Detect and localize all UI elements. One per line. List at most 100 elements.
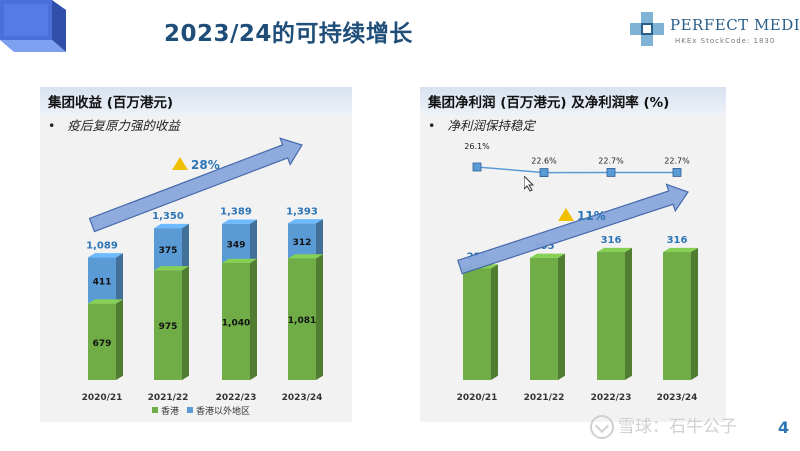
profit-panel: 集团净利润 (百万港元) 及净利润率 (%) •净利润保持稳定 2852020/… [420, 87, 726, 422]
bar-profit-2021/22 [530, 257, 558, 380]
profit-bullet: • 净利润保持稳定 [428, 118, 535, 133]
decorative-cube [0, 0, 66, 52]
data-label-hk: 1,081 [288, 316, 316, 326]
bar-profit-2020/21 [463, 268, 491, 380]
margin-label: 26.1% [464, 142, 490, 151]
page-number: 4 [778, 418, 790, 437]
growth-label: 28% [191, 158, 220, 172]
bar-hk-2020/21 [88, 303, 116, 380]
bar-non-hk-2020/21 [88, 257, 116, 304]
bar-profit-2020/21-side [491, 264, 498, 380]
data-label-non-hk: 349 [227, 240, 246, 250]
bar-non-hk-2022/23 [222, 223, 250, 263]
bar-profit-2021/22-side [558, 253, 565, 380]
legend-swatch-non-hk [187, 407, 193, 413]
bar-profit-2023/24 [663, 252, 691, 380]
profit-label: 316 [667, 235, 688, 246]
legend-label-hk: 香港 [161, 405, 179, 417]
profit-panel-title: 集团净利润 (百万港元) 及净利润率 (%) [428, 95, 670, 111]
bar-hk-2023/24 [288, 258, 316, 380]
bar-hk-2021/22-top [154, 266, 189, 271]
revenue-panel: 集团收益 (百万港元) • 疫后复原力强的收益 679 411 1,089 2020/2… [40, 87, 352, 422]
bar-profit-2023/24-side [691, 247, 698, 380]
total-label: 1,393 [286, 206, 318, 217]
margin-point [672, 168, 682, 177]
watermark-text: 雪球：石牛公子 [618, 417, 737, 437]
growth-arrow [457, 183, 689, 275]
x-tick-label: 2020/21 [457, 393, 498, 403]
data-label-hk: 679 [93, 339, 112, 349]
legend-label-non-hk: 香港以外地区 [196, 405, 250, 417]
margin-label: 22.6% [531, 157, 557, 166]
company-logo: Perfect Medical HKEx StockCode: 1830 [630, 12, 800, 54]
x-tick-label: 2023/24 [657, 393, 698, 403]
header-band [0, 0, 800, 62]
profit-label: 316 [601, 235, 622, 246]
x-tick-label: 2021/22 [148, 393, 189, 403]
bar-non-hk-2022/23-side [250, 219, 257, 263]
total-label: 1,389 [220, 207, 252, 218]
margin-label: 22.7% [664, 156, 690, 165]
total-label: 1,350 [152, 211, 184, 222]
data-label-non-hk: 411 [93, 277, 112, 287]
x-tick-label: 2022/23 [591, 393, 632, 403]
bar-non-hk-2023/24-top [288, 219, 323, 224]
bar-hk-2022/23-side [250, 258, 257, 380]
x-tick-label: 2020/21 [82, 393, 123, 403]
logo-cross-icon [630, 12, 664, 46]
bar-hk-2020/21-side [116, 299, 123, 380]
legend-swatch-hk [152, 407, 158, 413]
margin-point [606, 168, 616, 177]
watermark: 雪球：石牛公子 [590, 412, 737, 439]
growth-arrow [88, 137, 303, 233]
bar-non-hk-2022/23-top [222, 219, 257, 224]
profit-bullet-text: 净利润保持稳定 [447, 118, 535, 133]
bar-non-hk-2023/24-side [316, 219, 323, 259]
bar-non-hk-2023/24 [288, 223, 316, 259]
logo-name: Perfect Medical [670, 16, 800, 34]
up-triangle-icon [172, 157, 188, 170]
data-label-hk: 975 [159, 322, 178, 332]
bar-profit-2023/24-top [663, 247, 698, 253]
data-label-non-hk: 375 [159, 246, 178, 256]
bar-hk-2022/23-top [222, 258, 257, 263]
margin-line [476, 166, 677, 174]
revenue-bullet: • 疫后复原力强的收益 [48, 118, 180, 133]
bar-non-hk-2020/21-top [88, 253, 123, 258]
watermark-logo-icon [590, 415, 614, 439]
revenue-panel-title: 集团收益 (百万港元) [48, 95, 174, 111]
bar-non-hk-2021/22 [154, 228, 182, 271]
bar-hk-2021/22-side [182, 266, 189, 380]
revenue-bullet-text: 疫后复原力强的收益 [67, 118, 180, 133]
growth-label: 11% [577, 209, 606, 223]
margin-point [539, 168, 549, 177]
bar-profit-2021/22-top [530, 253, 565, 258]
x-tick-label: 2021/22 [524, 393, 565, 403]
data-label-non-hk: 312 [293, 238, 312, 248]
bar-hk-2023/24-side [316, 254, 323, 380]
bar-profit-2022/23-top [597, 247, 632, 253]
profit-chart: 2852020/213052021/223162022/233162023/24… [457, 142, 698, 403]
bar-hk-2022/23 [222, 263, 250, 380]
bar-non-hk-2021/22-side [182, 223, 189, 271]
x-tick-label: 2022/23 [216, 393, 257, 403]
revenue-panel-header [40, 87, 352, 115]
margin-point [472, 162, 482, 172]
data-label-hk: 1,040 [222, 319, 250, 329]
x-tick-label: 2023/24 [282, 393, 323, 403]
total-label: 1,089 [86, 240, 118, 251]
bar-non-hk-2020/21-side [116, 253, 123, 304]
profit-panel-header [420, 87, 726, 115]
bar-profit-2022/23 [597, 252, 625, 380]
bar-hk-2023/24-top [288, 254, 323, 259]
logo-stock-code: HKEx StockCode: 1830 [675, 37, 776, 45]
up-triangle-icon [558, 208, 574, 221]
revenue-chart: 679 411 1,089 2020/21 975 375 1,350 2021/22 1,04… [82, 137, 323, 417]
bar-profit-2022/23-side [625, 247, 632, 380]
bar-hk-2020/21-top [88, 299, 123, 304]
slide-title: 2023/24的可持续增长 [164, 21, 413, 47]
bar-hk-2021/22 [154, 270, 182, 380]
mouse-cursor-icon [524, 176, 535, 192]
bar-non-hk-2021/22-top [154, 223, 189, 229]
margin-label: 22.7% [598, 156, 624, 165]
